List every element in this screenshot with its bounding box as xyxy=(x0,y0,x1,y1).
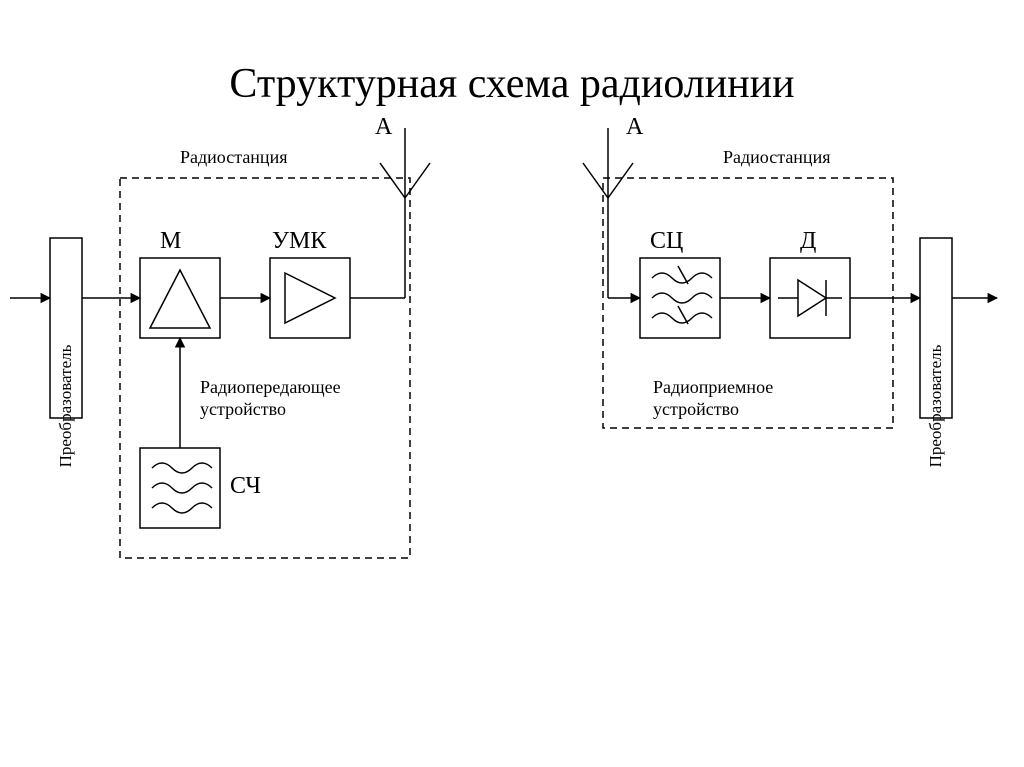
svg-text:Д: Д xyxy=(800,228,816,254)
svg-text:СЦ: СЦ xyxy=(650,228,683,254)
svg-text:Радиоприемное: Радиоприемное xyxy=(653,377,773,397)
svg-text:устройство: устройство xyxy=(200,399,286,419)
svg-text:А: А xyxy=(375,114,393,140)
svg-text:М: М xyxy=(160,228,181,254)
svg-text:А: А xyxy=(626,114,644,140)
svg-text:Радиопередающее: Радиопередающее xyxy=(200,377,341,397)
svg-text:устройство: устройство xyxy=(653,399,739,419)
radio-link-diagram: Преобразователь Радиостанция М УМК СЧ А Радиоп… xyxy=(0,108,1024,678)
svg-text:Преобразователь: Преобразователь xyxy=(926,344,945,467)
svg-text:УМК: УМК xyxy=(272,228,327,254)
page-title: Структурная схема радиолинии xyxy=(0,0,1024,108)
svg-text:Преобразователь: Преобразователь xyxy=(56,344,75,467)
svg-text:Радиостанция: Радиостанция xyxy=(180,147,287,167)
svg-text:Радиостанция: Радиостанция xyxy=(723,147,830,167)
svg-text:СЧ: СЧ xyxy=(230,473,261,499)
